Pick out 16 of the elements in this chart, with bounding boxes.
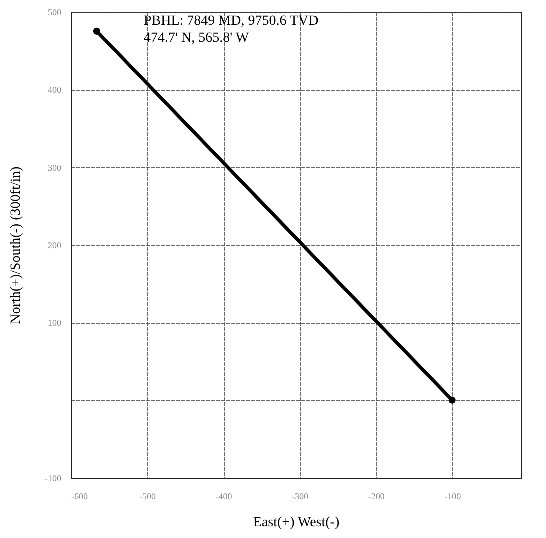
x-tick-label: -300	[292, 492, 310, 502]
x-tick-label: -200	[368, 492, 386, 502]
y-tick-label: 400	[48, 85, 62, 96]
y-tick-label: 500	[48, 8, 62, 18]
y-tick-label: 300	[48, 162, 62, 173]
annotation: 474.7' N, 565.8' W	[144, 31, 250, 46]
x-tick-label: -500	[140, 492, 157, 502]
y-tick-label: -100	[45, 474, 62, 484]
y-tick-label: 200	[48, 240, 62, 250]
y-tick-label: 100	[48, 318, 62, 328]
x-axis-title: East(+) West(-)	[253, 516, 340, 530]
y-axis-title: North(+)/South(-) (300ft/in)	[9, 166, 24, 324]
x-tick-label: -100	[444, 492, 462, 502]
x-tick-label: -400	[216, 492, 233, 502]
x-tick-label: -600	[72, 492, 88, 502]
annotation: PBHL: 7849 MD, 9750.6 TVD	[144, 14, 319, 29]
